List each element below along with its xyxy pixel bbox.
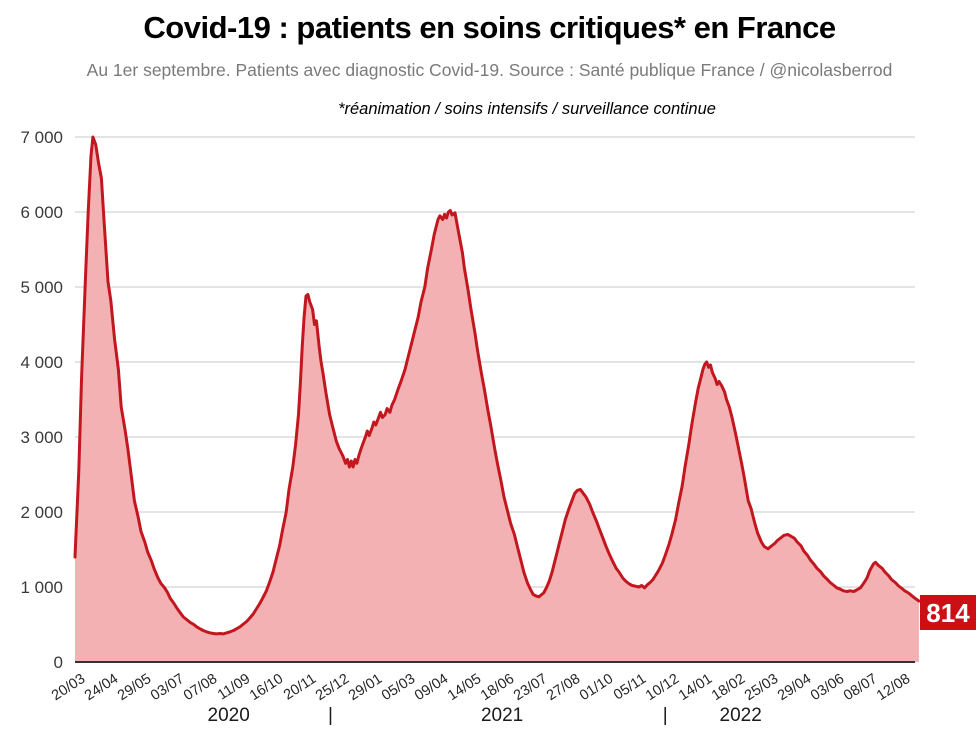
x-tick-label: 08/07 [841,671,880,704]
chart-title: Covid-19 : patients en soins critiques* … [143,10,836,45]
annotation-label: 814 [926,598,970,628]
x-tick-label: 09/04 [412,671,451,704]
x-tick-label: 18/06 [478,671,517,704]
y-tick-label: 4 000 [20,353,63,372]
year-label: 2021 [481,705,523,726]
x-tick-label: 11/09 [215,671,253,704]
x-tick-label: 07/08 [181,671,220,704]
y-tick-label: 0 [54,653,63,672]
x-tick-label: 14/01 [676,671,715,704]
x-tick-label: 29/04 [775,671,814,704]
x-tick-label: 20/11 [281,671,319,704]
chart-subtitle: Au 1er septembre. Patients avec diagnost… [86,60,893,80]
x-tick-label: 24/04 [82,671,121,704]
x-tick-label: 29/01 [346,671,385,704]
y-tick-label: 6 000 [20,203,63,222]
year-separator: | [663,705,668,726]
year-label: 2020 [208,705,250,726]
x-tick-label: 25/03 [742,671,781,704]
x-tick-label: 12/08 [874,671,913,704]
chart-footnote: *réanimation / soins intensifs / surveil… [338,100,716,118]
x-tick-label: 27/08 [544,671,583,704]
x-tick-label: 03/07 [148,671,187,704]
x-tick-label: 10/12 [643,671,682,704]
x-tick-label: 03/06 [808,671,847,704]
y-tick-label: 7 000 [20,128,63,147]
y-tick-label: 2 000 [20,503,63,522]
x-tick-label: 05/03 [379,671,418,704]
x-tick-label: 01/10 [577,671,616,704]
x-tick-label: 18/02 [709,671,748,704]
y-tick-label: 1 000 [20,578,63,597]
x-tick-label: 16/10 [247,671,286,704]
year-label: 2022 [720,705,762,726]
x-tick-label: 23/07 [511,671,550,704]
x-tick-label: 20/03 [49,671,88,704]
series-area [75,137,919,662]
x-tick-label: 25/12 [313,671,352,704]
x-tick-label: 29/05 [115,671,154,704]
year-separator: | [328,705,333,726]
annotation-box [920,595,976,630]
series-line [73,135,921,636]
y-tick-label: 5 000 [20,278,63,297]
x-tick-label: 14/05 [445,671,484,704]
x-tick-label: 05/11 [611,671,649,704]
y-tick-label: 3 000 [20,428,63,447]
